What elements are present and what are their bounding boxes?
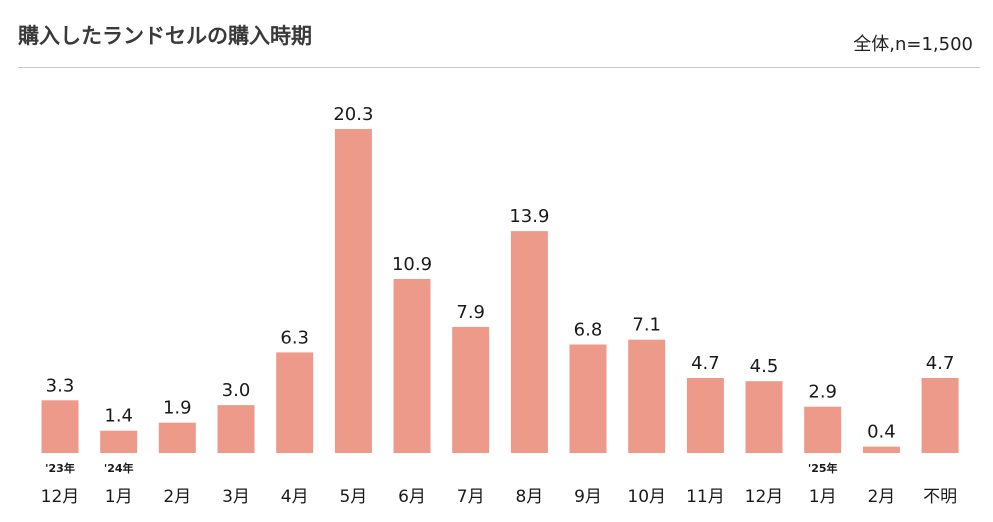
value-label-9: 13.9	[509, 206, 549, 227]
value-label-3: 1.9	[163, 398, 192, 419]
value-label-10: 6.8	[574, 320, 603, 341]
value-label-5: 6.3	[280, 327, 309, 348]
month-label-16: 不明	[923, 487, 957, 507]
year-marker-2: '24年	[104, 461, 134, 475]
bar-11	[628, 339, 666, 453]
bar-4	[217, 405, 255, 453]
month-label-1: 12月	[41, 487, 80, 507]
month-label-9: 8月	[515, 487, 543, 507]
header-divider	[18, 67, 980, 68]
bar-1	[41, 400, 79, 453]
bar-6	[334, 129, 372, 453]
value-label-16: 4.7	[926, 353, 955, 374]
value-label-14: 2.9	[808, 382, 837, 403]
bar-13	[745, 381, 783, 453]
month-label-11: 10月	[627, 487, 666, 507]
value-label-13: 4.5	[750, 356, 779, 377]
value-label-4: 3.0	[222, 380, 251, 401]
month-label-12: 11月	[686, 487, 725, 507]
bar-5	[276, 352, 314, 453]
month-label-4: 3月	[222, 487, 250, 507]
year-marker-14: '25年	[808, 461, 838, 475]
bar-9	[510, 231, 548, 453]
month-label-2: 1月	[105, 487, 133, 507]
month-label-10: 9月	[574, 487, 602, 507]
month-label-7: 6月	[398, 487, 426, 507]
bar-15	[862, 446, 900, 453]
month-label-15: 2月	[867, 487, 895, 507]
chart-title: 購入したランドセルの購入時期	[18, 24, 312, 48]
bar-14	[804, 406, 842, 453]
sample-size-label: 全体,n=1,500	[853, 34, 973, 55]
bar-8	[452, 326, 490, 453]
bar-2	[100, 430, 138, 453]
bar-3	[158, 422, 196, 453]
value-label-12: 4.7	[691, 353, 720, 374]
month-label-6: 5月	[339, 487, 367, 507]
month-label-5: 4月	[281, 487, 309, 507]
bar-12	[686, 378, 724, 453]
month-label-13: 12月	[745, 487, 784, 507]
value-label-2: 1.4	[104, 406, 133, 427]
month-label-3: 2月	[163, 487, 191, 507]
bar-16	[921, 378, 959, 453]
value-label-1: 3.3	[46, 375, 75, 396]
value-label-6: 20.3	[333, 104, 373, 125]
month-label-14: 1月	[809, 487, 837, 507]
bar-7	[393, 279, 431, 453]
month-label-8: 7月	[457, 487, 485, 507]
value-label-8: 7.9	[456, 302, 485, 323]
bar-10	[569, 344, 607, 453]
value-label-11: 7.1	[632, 315, 661, 336]
year-marker-1: '23年	[45, 461, 75, 475]
value-label-15: 0.4	[867, 422, 896, 443]
value-label-7: 10.9	[392, 254, 432, 275]
